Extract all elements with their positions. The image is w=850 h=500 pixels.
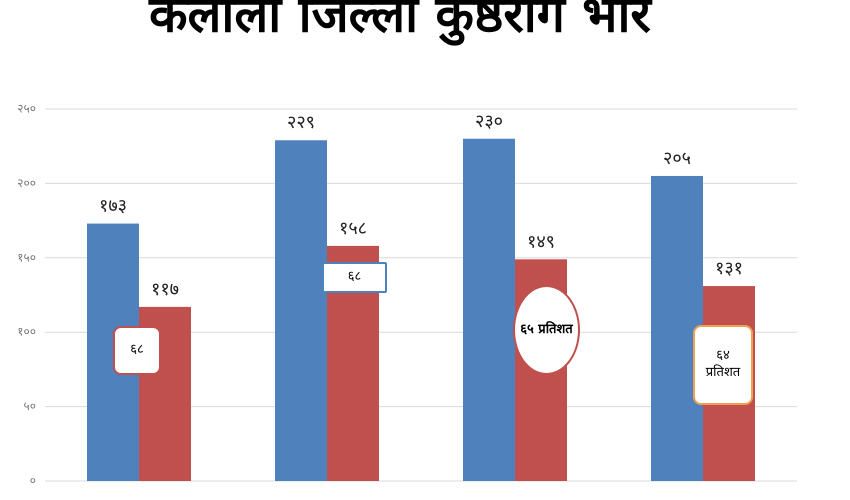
y-tick-label: १०० xyxy=(17,325,36,339)
value-label: २०५ xyxy=(663,148,691,169)
y-tick-label: ० xyxy=(30,474,36,488)
annotation: ६८ xyxy=(322,262,387,293)
value-label: १७३ xyxy=(99,196,127,217)
y-tick-label: ५० xyxy=(24,399,36,413)
annotation: ६५ प्रतिशत xyxy=(513,285,580,375)
value-label: १५८ xyxy=(339,218,367,239)
value-label: २३० xyxy=(475,111,503,132)
value-label: ११७ xyxy=(151,279,179,300)
chart-title: कैलाली जिल्ला कुष्ठरोग भार xyxy=(148,0,652,47)
annotation: ६८ xyxy=(113,326,161,375)
y-tick-label: २५० xyxy=(17,102,36,116)
value-label: १४९ xyxy=(527,231,555,252)
bar xyxy=(275,140,327,482)
value-label: १३१ xyxy=(715,258,743,279)
y-tick-label: १५० xyxy=(17,250,36,264)
annotation: ६४ प्रतिशत xyxy=(693,325,753,405)
bar xyxy=(463,138,515,481)
value-label: २२९ xyxy=(287,112,315,133)
y-tick-label: २०० xyxy=(17,176,36,190)
